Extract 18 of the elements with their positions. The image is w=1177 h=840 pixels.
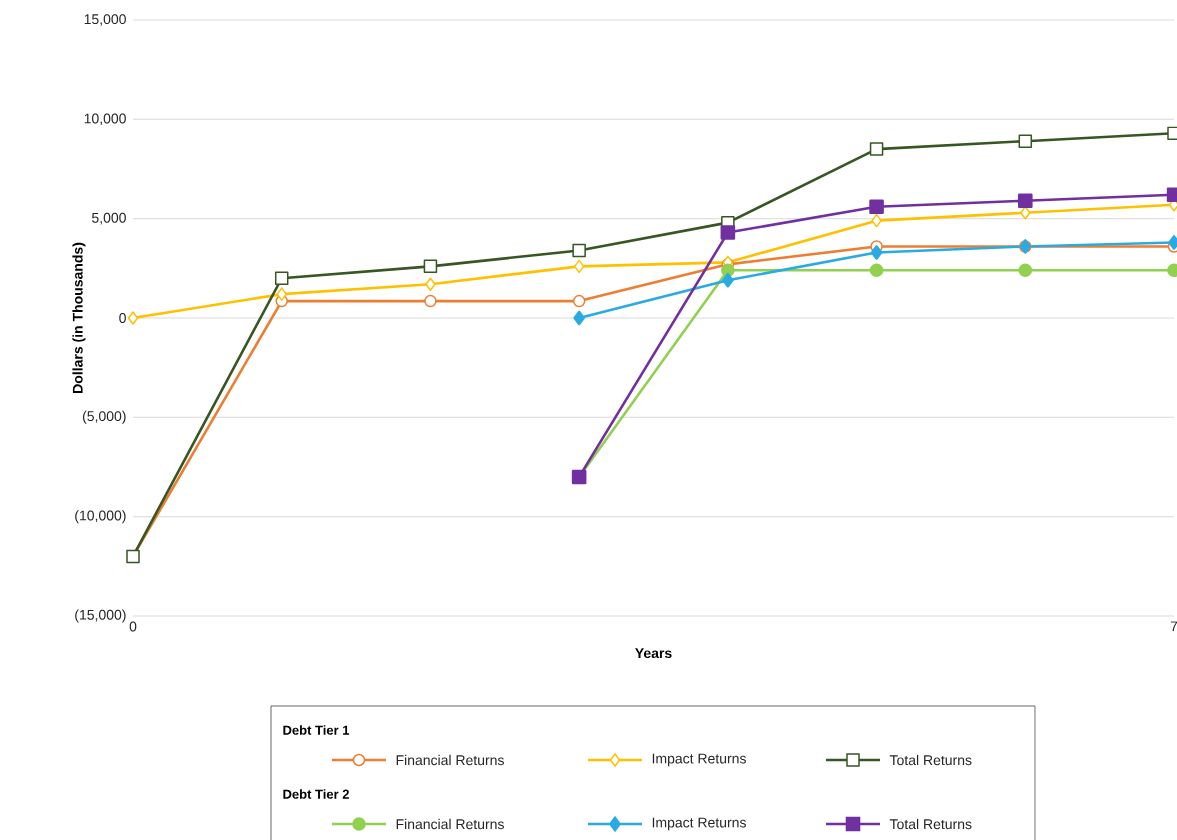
legend-label: Financial Returns: [396, 754, 504, 766]
legend-label: Total Returns: [889, 818, 972, 830]
legend-label: Impact Returns: [652, 817, 746, 831]
x-tick-label: 7: [1170, 621, 1177, 632]
y-tick-label: (15,000): [75, 609, 126, 623]
x-axis-title: Years: [635, 648, 672, 659]
legend-label: Total Returns: [889, 754, 972, 766]
y-tick-label: 0: [119, 313, 126, 323]
y-tick-label: (10,000): [75, 510, 126, 524]
legend-label: Impact Returns: [652, 753, 746, 767]
text: Debt Tier 1: [283, 725, 350, 735]
legend-label: Financial Returns: [396, 818, 504, 830]
y-tick-label: (5,000): [82, 410, 126, 424]
y-tick-label: 5,000: [92, 212, 126, 225]
text: Debt Tier 2: [283, 789, 349, 799]
y-tick-label: 10,000: [84, 113, 126, 126]
y-tick-label: 15,000: [84, 14, 126, 26]
y-axis-title: Dollars (in Thousands): [72, 242, 86, 393]
